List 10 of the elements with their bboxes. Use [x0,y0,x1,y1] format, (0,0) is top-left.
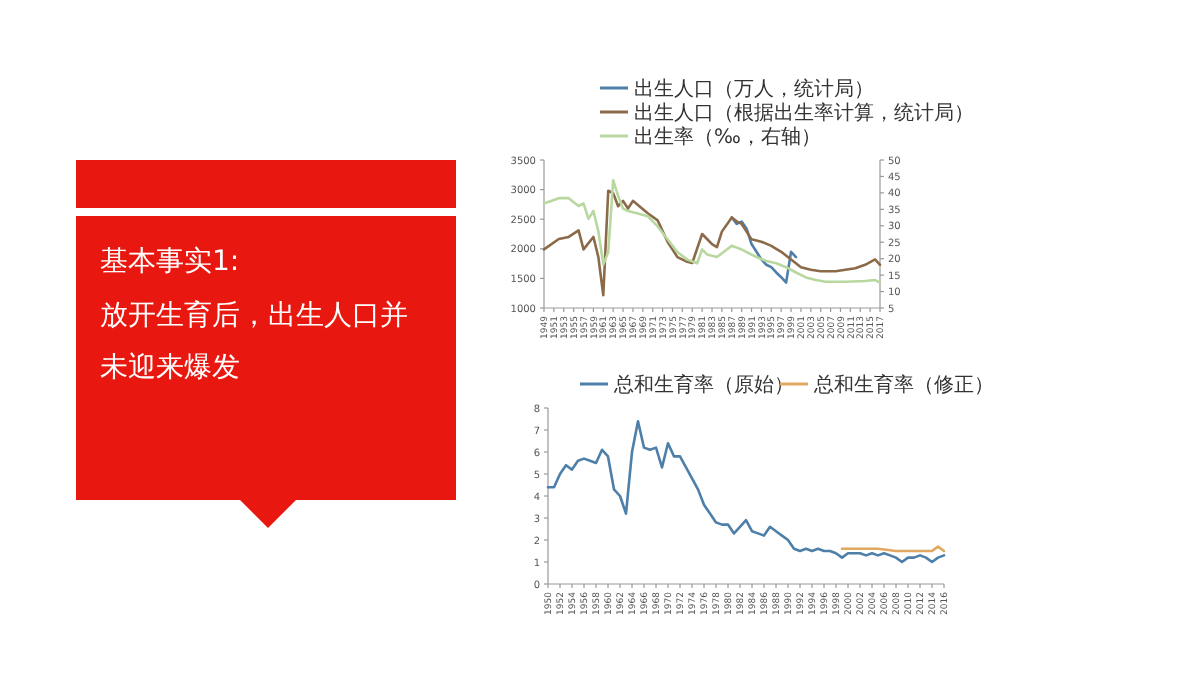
legend-label: 出生率（‰，右轴） [634,125,821,149]
line-series [542,179,882,284]
line-series [542,189,882,297]
line-series [546,419,946,564]
text: 放开生育后，出生人口并未迎来爆发 [100,298,408,384]
legend-label: 出生人口（万人，统计局） [634,77,874,101]
text: 基本事实1: [100,246,240,278]
line-series [730,216,798,284]
legend-label: 出生人口（根据出生率计算，统计局） [634,101,974,125]
legend-label: 总和生育率（修正） [812,373,994,397]
